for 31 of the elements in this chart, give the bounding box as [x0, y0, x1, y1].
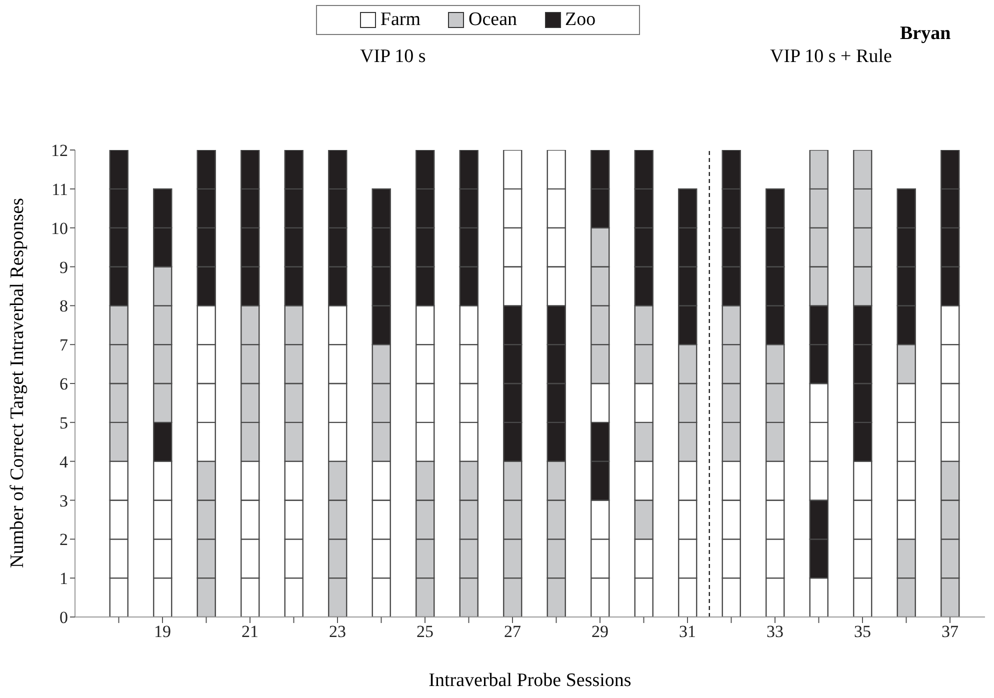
- x-tick-label: 35: [854, 622, 871, 642]
- x-tick-label: 29: [592, 622, 608, 642]
- y-axis-title: Number of Correct Target Intraverbal Responses: [7, 198, 29, 568]
- x-tick-label: 27: [504, 622, 522, 642]
- x-tick-label: 23: [329, 622, 346, 642]
- x-tick-label: 19: [154, 622, 171, 642]
- legend-label: Ocean: [467, 9, 518, 31]
- x-tick-label: 31: [679, 622, 696, 642]
- x-tick-label: 21: [242, 622, 258, 642]
- legend-label: Farm: [379, 9, 420, 31]
- x-tick-label: 25: [416, 622, 434, 642]
- legend-label: Zoo: [564, 9, 596, 31]
- y-tick-label: 12: [51, 141, 68, 160]
- y-tick-label: 8: [60, 296, 68, 316]
- y-tick-label: 6: [60, 374, 68, 394]
- y-tick-label: 7: [60, 336, 68, 355]
- x-tick-label: 37: [942, 622, 959, 642]
- y-tick-label: 10: [51, 218, 68, 238]
- y-tick-label: 2: [60, 530, 68, 550]
- x-tick-label: 33: [766, 622, 784, 642]
- y-tick-label: 0: [60, 608, 68, 628]
- y-tick-label: 4: [60, 452, 68, 472]
- y-tick-label: 11: [52, 180, 68, 199]
- x-axis-title: Intraverbal Probe Sessions: [428, 670, 632, 692]
- y-tick-label: 3: [60, 491, 68, 510]
- y-tick-label: 9: [60, 258, 68, 277]
- y-tick-label: 1: [60, 569, 68, 588]
- text: Bryan: [900, 23, 951, 45]
- y-tick-label: 5: [60, 413, 68, 432]
- text: VIP 10 s + Rule: [770, 46, 892, 68]
- text: VIP 10 s: [360, 46, 426, 68]
